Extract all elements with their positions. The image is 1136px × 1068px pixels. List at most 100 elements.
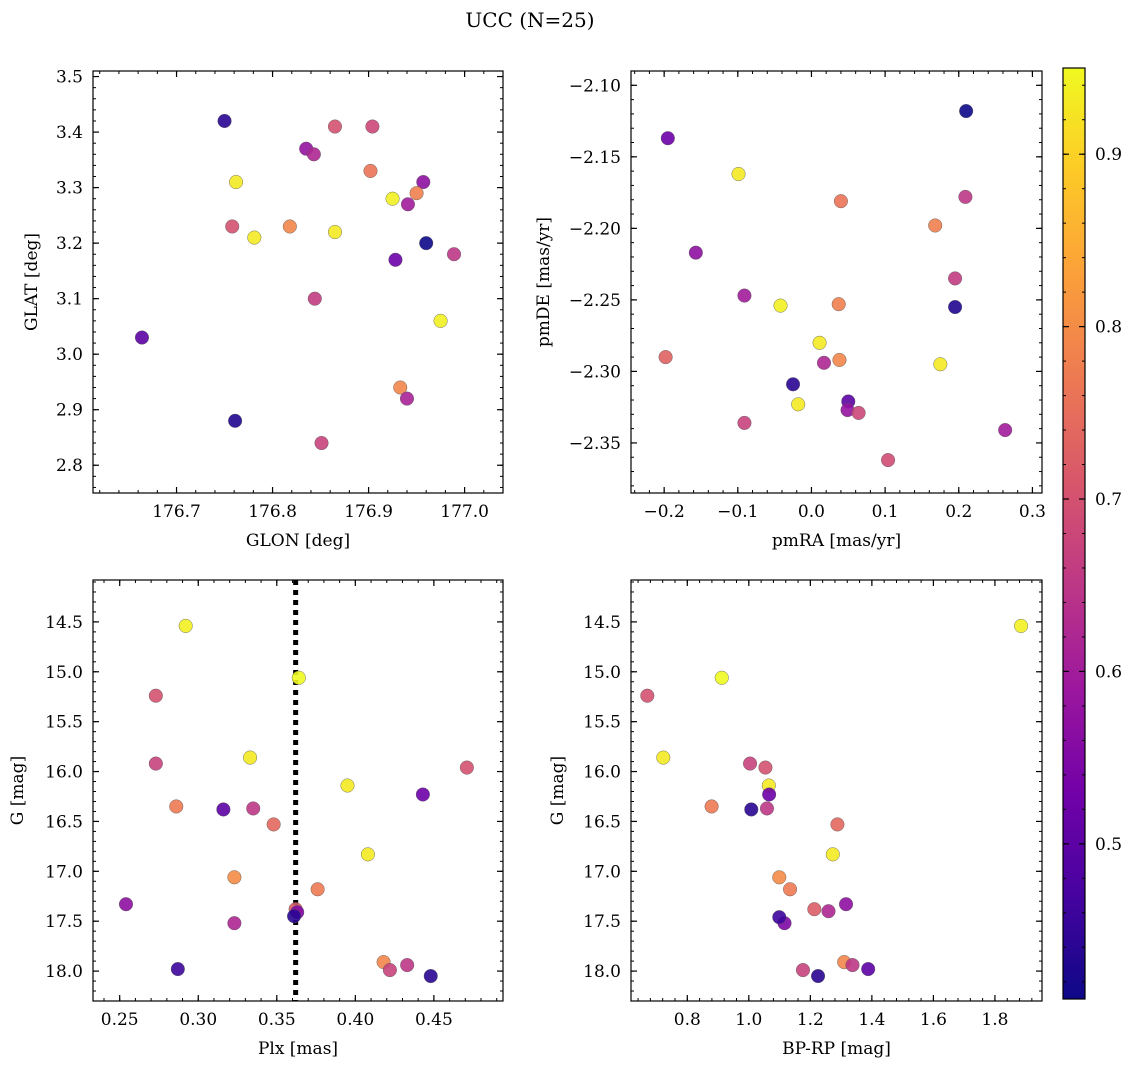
data-point — [821, 904, 836, 919]
colorbar-tick-label: 0.6 — [1095, 662, 1122, 682]
data-point — [340, 778, 355, 793]
y-tick-label: 2.8 — [56, 456, 83, 476]
data-point — [861, 962, 876, 977]
data-point — [832, 352, 847, 367]
data-point — [134, 330, 149, 345]
y-tick-label: 18.0 — [583, 962, 621, 982]
x-tick-label: 1.0 — [735, 1010, 762, 1030]
y-tick-label: 16.0 — [45, 763, 83, 783]
data-point — [291, 670, 306, 685]
panel-proper-motion: −0.2 −0.1 0.0 0.1 0.2 0.3 −2.35 −2.30 −2.25 −2.20… — [534, 70, 1046, 551]
x-tick-label: 0.35 — [258, 1010, 296, 1030]
x-tick-label: 0.1 — [872, 502, 899, 522]
data-point — [382, 963, 397, 978]
y-axis-label: G [mag] — [8, 756, 28, 825]
data-point — [360, 847, 375, 862]
data-point — [933, 357, 948, 372]
data-point — [416, 175, 431, 190]
y-tick-label: 15.0 — [45, 663, 83, 683]
x-axis-label: BP-RP [mag] — [782, 1039, 891, 1059]
data-point — [225, 219, 240, 234]
x-tick-label: 0.40 — [336, 1010, 374, 1030]
data-point — [759, 801, 774, 816]
y-axis-label: pmDE [mas/yr] — [534, 217, 554, 347]
axes-frame — [92, 70, 504, 494]
data-point — [327, 225, 342, 240]
x-tick-label: 0.25 — [101, 1010, 139, 1030]
colorbar-gradient — [1062, 67, 1086, 1000]
data-point — [948, 300, 963, 315]
data-point — [795, 963, 810, 978]
data-point — [831, 297, 846, 312]
data-point — [731, 166, 746, 181]
y-tick-label: 17.5 — [583, 912, 621, 932]
data-point — [958, 189, 973, 204]
x-axis-label: GLON [deg] — [246, 531, 350, 551]
data-point — [307, 291, 322, 306]
x-tick-label: 177.0 — [440, 502, 489, 522]
data-point — [772, 870, 787, 885]
data-point — [959, 104, 974, 119]
data-point — [388, 252, 403, 267]
data-point — [459, 760, 474, 775]
data-point — [400, 197, 415, 212]
colorbar-tick-label: 0.5 — [1095, 835, 1122, 855]
data-point — [266, 817, 281, 832]
y-tick-label: 16.5 — [583, 812, 621, 832]
data-point — [409, 186, 424, 201]
y-tick-label: 17.0 — [45, 862, 83, 882]
panel-parallax-magnitude: 0.25 0.30 0.35 0.40 0.45 14.5 15.0 15.5 16.0 16.5… — [8, 579, 504, 1059]
data-point — [807, 902, 822, 917]
data-point — [310, 882, 325, 897]
data-point — [845, 958, 860, 973]
y-tick-label: 2.9 — [56, 401, 83, 421]
axes-frame — [630, 70, 1043, 494]
data-point — [816, 355, 831, 370]
x-axis-label: pmRA [mas/yr] — [772, 531, 901, 551]
y-tick-label: 3.3 — [56, 179, 83, 199]
data-point — [247, 230, 262, 245]
data-point — [423, 969, 438, 984]
data-point — [228, 413, 243, 428]
y-tick-label: 3.5 — [56, 68, 83, 88]
data-point — [737, 415, 752, 430]
panel-glon-glat: 176.7 176.8 176.9 177.0 2.8 2.9 3.0 3.1 3.2 3.3 3.… — [22, 68, 504, 551]
y-tick-label: 14.5 — [45, 613, 83, 633]
x-tick-label: 0.45 — [415, 1010, 453, 1030]
x-tick-label: 1.2 — [797, 1010, 824, 1030]
x-tick-label: −0.1 — [717, 502, 758, 522]
data-point — [743, 756, 758, 771]
data-point — [928, 218, 943, 233]
x-tick-label: 0.2 — [945, 502, 972, 522]
colorbar-tick-label: 0.8 — [1095, 318, 1122, 338]
data-point — [363, 163, 378, 178]
data-point — [393, 380, 408, 395]
y-tick-label: −2.15 — [569, 148, 621, 168]
y-tick-label: 15.5 — [45, 713, 83, 733]
y-tick-label: 3.2 — [56, 234, 83, 254]
data-point — [306, 147, 321, 162]
data-point — [658, 350, 673, 365]
x-tick-label: 0.0 — [798, 502, 825, 522]
y-tick-label: 3.0 — [56, 345, 83, 365]
x-tick-label: 1.6 — [920, 1010, 947, 1030]
data-point — [839, 897, 854, 912]
data-point — [216, 802, 231, 817]
data-point — [688, 245, 703, 260]
colorbar-tick-label: 0.9 — [1095, 145, 1122, 165]
x-tick-label: 176.8 — [248, 502, 297, 522]
data-point — [851, 405, 866, 420]
y-tick-label: 18.0 — [45, 962, 83, 982]
x-tick-label: 0.30 — [179, 1010, 217, 1030]
data-point — [660, 131, 675, 146]
data-point — [399, 391, 414, 406]
x-tick-label: 1.8 — [981, 1010, 1008, 1030]
data-point — [227, 916, 242, 931]
data-point — [786, 377, 801, 392]
data-point — [811, 969, 826, 984]
data-point — [246, 801, 261, 816]
data-point — [825, 847, 840, 862]
y-tick-label: 15.5 — [583, 713, 621, 733]
data-point — [998, 423, 1013, 438]
data-point — [419, 236, 434, 251]
